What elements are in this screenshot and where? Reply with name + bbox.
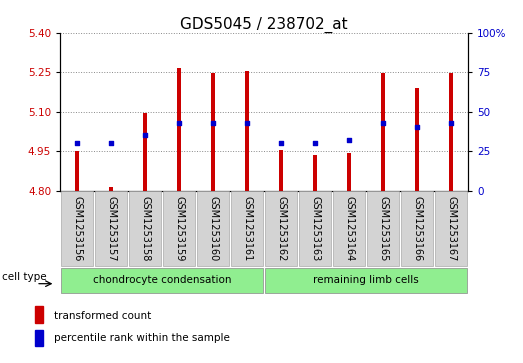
- Bar: [61, 268, 264, 293]
- Bar: [313, 155, 317, 191]
- Bar: [109, 187, 113, 191]
- Bar: [299, 191, 331, 266]
- Text: GSM1253157: GSM1253157: [106, 196, 116, 261]
- Text: GSM1253156: GSM1253156: [72, 196, 82, 261]
- Bar: [265, 191, 297, 266]
- Point: [73, 140, 82, 146]
- Bar: [367, 191, 399, 266]
- Text: remaining limb cells: remaining limb cells: [313, 276, 419, 285]
- Bar: [415, 88, 419, 191]
- Bar: [231, 191, 263, 266]
- Point: [277, 140, 286, 146]
- Bar: [177, 68, 181, 191]
- Text: percentile rank within the sample: percentile rank within the sample: [54, 333, 230, 343]
- Bar: [163, 191, 195, 266]
- Bar: [197, 191, 229, 266]
- Text: GSM1253166: GSM1253166: [412, 196, 422, 261]
- Bar: [211, 73, 215, 191]
- Text: cell type: cell type: [3, 272, 47, 282]
- Point: [243, 120, 252, 126]
- Bar: [143, 113, 147, 191]
- Text: GSM1253158: GSM1253158: [140, 196, 150, 261]
- Text: GSM1253162: GSM1253162: [276, 196, 286, 261]
- Point: [345, 137, 354, 143]
- Point: [413, 125, 422, 130]
- Bar: [279, 150, 283, 191]
- Bar: [36, 306, 43, 323]
- Bar: [36, 330, 43, 346]
- Text: chondrocyte condensation: chondrocyte condensation: [93, 276, 231, 285]
- Bar: [449, 73, 453, 191]
- Bar: [265, 268, 468, 293]
- Text: GSM1253160: GSM1253160: [208, 196, 218, 261]
- Bar: [95, 191, 127, 266]
- Text: GSM1253164: GSM1253164: [344, 196, 354, 261]
- Bar: [75, 151, 79, 191]
- Text: GSM1253161: GSM1253161: [242, 196, 252, 261]
- Point: [107, 140, 116, 146]
- Bar: [245, 71, 249, 191]
- Point: [175, 120, 184, 126]
- Bar: [435, 191, 467, 266]
- Bar: [129, 191, 161, 266]
- Bar: [333, 191, 365, 266]
- Point: [447, 120, 456, 126]
- Bar: [347, 153, 351, 191]
- Text: transformed count: transformed count: [54, 310, 151, 321]
- Text: GSM1253159: GSM1253159: [174, 196, 184, 261]
- Point: [209, 120, 218, 126]
- Bar: [401, 191, 433, 266]
- Point: [379, 120, 388, 126]
- Text: GSM1253167: GSM1253167: [446, 196, 456, 261]
- Bar: [381, 73, 385, 191]
- Bar: [61, 191, 93, 266]
- Text: GSM1253165: GSM1253165: [378, 196, 388, 261]
- Point: [141, 132, 150, 138]
- Title: GDS5045 / 238702_at: GDS5045 / 238702_at: [180, 16, 348, 33]
- Text: GSM1253163: GSM1253163: [310, 196, 320, 261]
- Point: [311, 140, 320, 146]
